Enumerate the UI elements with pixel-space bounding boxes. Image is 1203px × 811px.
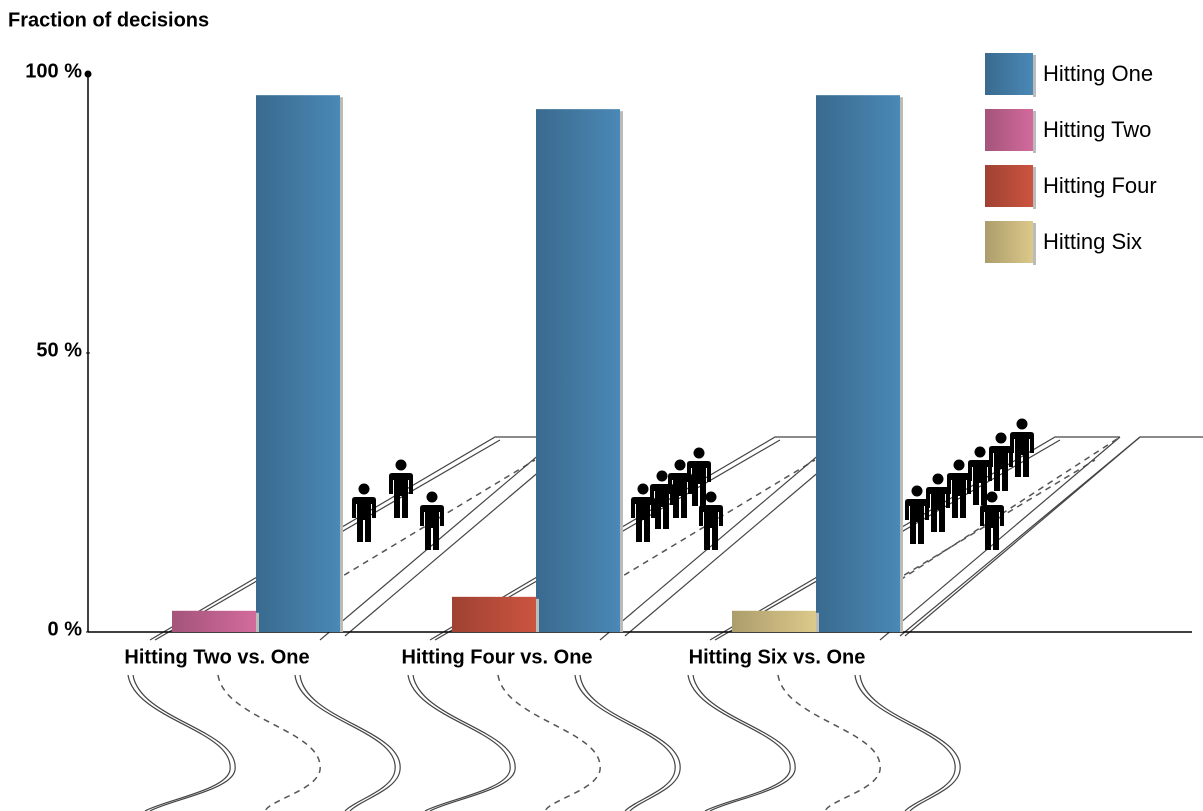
legend-label: Hitting One — [1043, 61, 1153, 86]
legend-swatch-edge — [1033, 223, 1036, 265]
y-tick-label: 100 % — [25, 60, 82, 82]
x-tick-label: Hitting Six vs. One — [689, 646, 866, 668]
bar-shade — [536, 109, 620, 633]
legend-label: Hitting Four — [1043, 173, 1157, 198]
x-tick-label: Hitting Two vs. One — [124, 646, 309, 668]
y-tick-label: 50 % — [36, 339, 82, 361]
bar-edge — [340, 97, 343, 633]
bar-edge — [256, 612, 259, 632]
legend-swatch-shade — [985, 221, 1033, 263]
legend-label: Hitting Two — [1043, 117, 1151, 142]
y-axis-label: Fraction of decisions — [8, 9, 209, 31]
legend-swatch-shade — [985, 53, 1033, 95]
legend-swatch-edge — [1033, 167, 1036, 209]
bar-shade — [732, 610, 816, 632]
legend-swatch-shade — [985, 109, 1033, 151]
legend-swatch-shade — [985, 165, 1033, 207]
y-tick-label: 0 % — [48, 618, 83, 640]
bar-edge — [536, 598, 539, 632]
bar-shade — [172, 610, 256, 632]
bar-shade — [816, 95, 900, 633]
bar-edge — [900, 97, 903, 633]
bar-edge — [620, 111, 623, 633]
x-tick-label: Hitting Four vs. One — [401, 646, 592, 668]
legend-swatch-edge — [1033, 111, 1036, 153]
bar-edge — [816, 612, 819, 632]
bar-shade — [452, 596, 536, 632]
legend-label: Hitting Six — [1043, 229, 1142, 254]
legend-swatch-edge — [1033, 55, 1036, 97]
bar-shade — [256, 95, 340, 633]
decorations — [127, 418, 1203, 811]
